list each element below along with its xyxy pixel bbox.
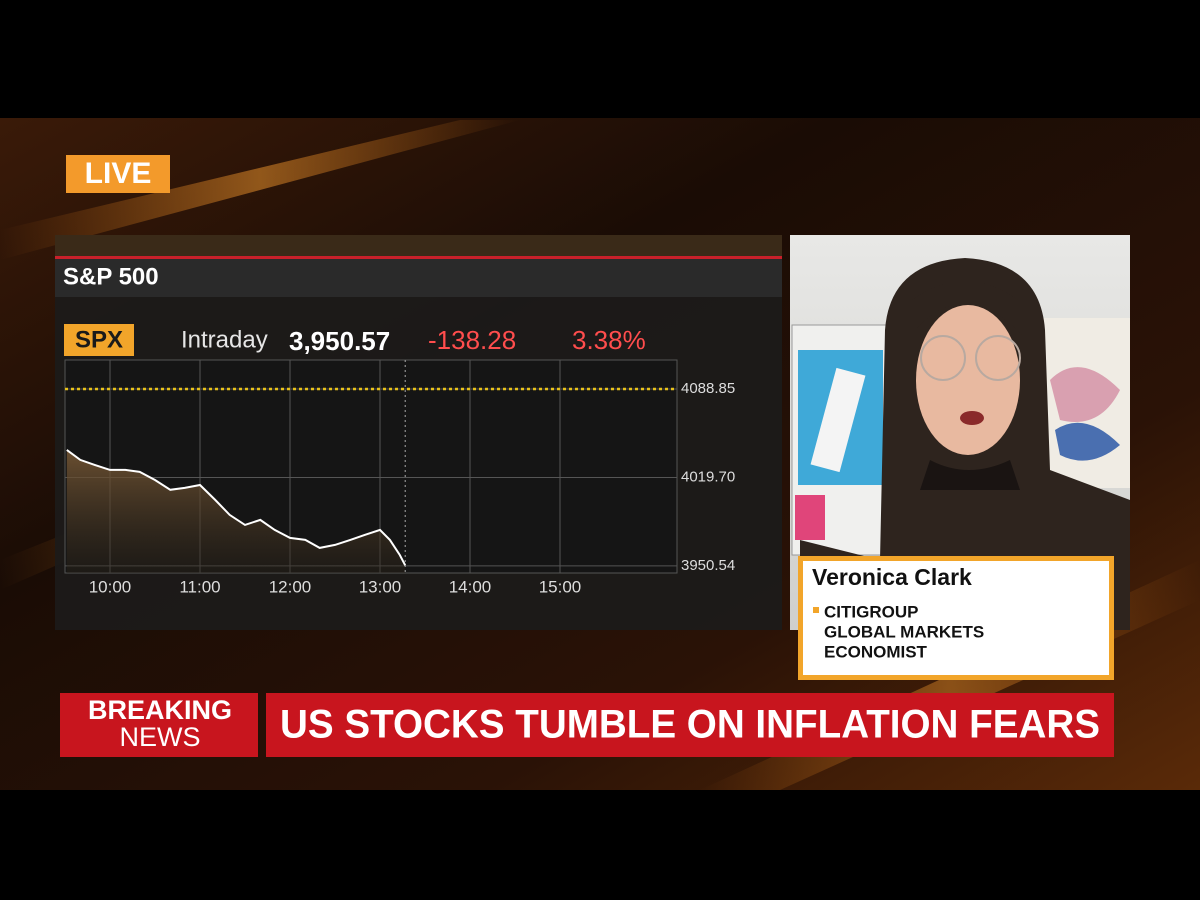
ticker-text: SPX <box>75 326 123 353</box>
light-streak <box>0 120 520 260</box>
headline-box <box>266 693 1114 757</box>
x-tick-label: 15:00 <box>539 577 582 596</box>
price-line <box>66 449 407 566</box>
glasses <box>920 335 966 381</box>
x-tick-label: 11:00 <box>179 577 220 596</box>
chart-header <box>55 257 782 297</box>
y-tick-label: 4019.70 <box>681 468 735 485</box>
area <box>66 449 406 573</box>
breaking-label: NEWS <box>120 722 201 752</box>
name-card <box>803 561 1109 675</box>
face <box>916 305 1020 455</box>
breaking-label-box <box>60 693 258 757</box>
poster-leaf <box>1050 367 1120 422</box>
x-tick-label: 12:00 <box>269 577 312 596</box>
guest-title: CITIGROUP <box>824 602 918 621</box>
y-tick-label: 4088.85 <box>681 380 735 397</box>
y-tick-label: 3950.54 <box>681 557 735 574</box>
x-tick-label: 10:00 <box>89 577 132 596</box>
header-rule <box>55 256 782 259</box>
percent-change: 3.38% <box>572 325 646 355</box>
x-tick-label: 13:00 <box>359 577 402 596</box>
guest-title: GLOBAL MARKETS <box>824 622 984 641</box>
glasses <box>975 335 1021 381</box>
guest-title: ECONOMIST <box>824 642 928 661</box>
chart-panel-top <box>55 235 782 257</box>
x-tick-label: 14:00 <box>449 577 492 596</box>
price-change: -138.28 <box>428 325 516 355</box>
headline: US STOCKS TUMBLE ON INFLATION FEARS <box>280 703 1100 747</box>
poster-leaf <box>1055 422 1120 461</box>
neck <box>920 460 1020 490</box>
poster-tower <box>810 367 866 473</box>
breaking-label: BREAKING <box>88 695 232 725</box>
period-label: Intraday <box>181 326 268 353</box>
title-bullet <box>813 607 819 613</box>
mouth <box>960 411 984 425</box>
last-price: 3,950.57 <box>289 326 390 356</box>
chart-title: S&P 500 <box>63 263 159 290</box>
live-badge <box>66 155 170 193</box>
plot: 10:00 11:00 12:00 13:00 14:00 15:00 3950.54 401… <box>65 360 735 596</box>
ticker-badge <box>64 324 134 356</box>
guest-name: Veronica Clark <box>812 564 972 590</box>
hair-top <box>912 281 1022 335</box>
poster-letter <box>795 495 825 540</box>
live-text: LIVE <box>85 157 152 190</box>
